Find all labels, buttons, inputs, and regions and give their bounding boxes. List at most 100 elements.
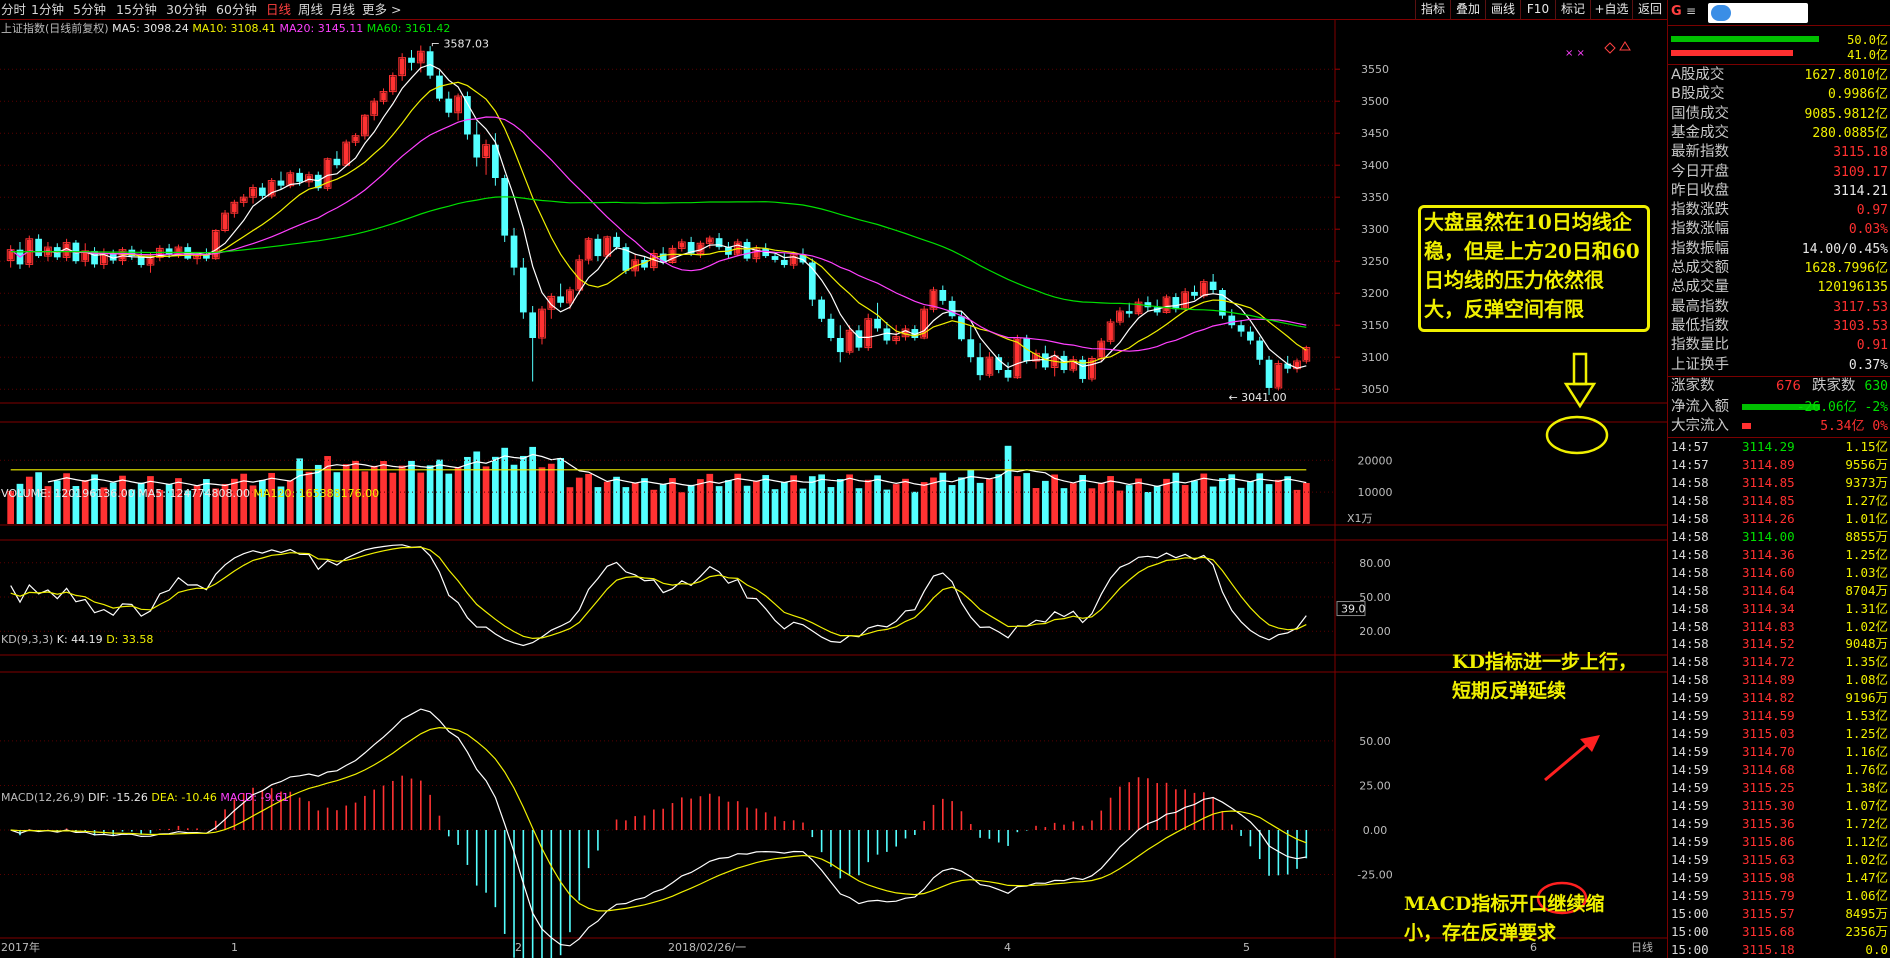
tab-daily[interactable]: 日线: [266, 2, 292, 17]
candle-body: [967, 339, 975, 358]
candle-fill: [1070, 360, 1076, 369]
mark-button[interactable]: 标记: [1555, 0, 1590, 20]
tick-row: 14:59 3115.25 1.38亿: [1668, 779, 1890, 797]
candle-fill: [101, 254, 107, 264]
candle-body: [668, 247, 677, 263]
volume-bar: [305, 471, 313, 524]
buy-level: 50.0亿: [1847, 33, 1888, 47]
tick-volume: 1.01亿: [1845, 510, 1888, 526]
volume-bar: [510, 464, 518, 524]
candle-body: [1069, 359, 1078, 371]
volume-bar: [1125, 485, 1133, 524]
tick-time: 14:59: [1671, 869, 1709, 885]
buy-sell-bars: 50.0亿 41.0亿: [1668, 30, 1890, 62]
chart-canvas[interactable]: 3550 3500 3450 3400 3350 3300 3250 3200 3150 3100…: [0, 20, 1667, 958]
tick-volume: 1.72亿: [1845, 815, 1888, 831]
candle-body: [464, 96, 471, 135]
volume-bar: [1256, 473, 1264, 524]
overlay-button[interactable]: 叠加: [1450, 0, 1485, 20]
candle-body: [789, 254, 798, 266]
candle-body: [165, 248, 173, 255]
draw-line-button[interactable]: 画线: [1485, 0, 1520, 20]
stat-value: 0.37%: [1848, 357, 1888, 373]
candle-body: [771, 256, 779, 260]
net-inflow-value: -26.06亿 -2%: [1796, 400, 1888, 415]
tick-time: 14:59: [1671, 833, 1709, 849]
volume-bar: [72, 486, 80, 524]
volume-bar: [361, 471, 369, 524]
volume-bar: [874, 475, 881, 524]
tick-time: 14:59: [1671, 887, 1709, 903]
tick-row: 14:58 3114.83 1.02亿: [1668, 618, 1890, 636]
stat-value: 3103.53: [1833, 318, 1888, 334]
tab-15min[interactable]: 15分钟: [116, 2, 157, 17]
tick-volume: 9048万: [1845, 636, 1888, 652]
low-price-label: ← 3041.00: [1228, 391, 1286, 404]
upload-button[interactable]: [1708, 3, 1808, 23]
tab-fenshi[interactable]: 分时: [1, 2, 27, 17]
volume-bar: [1004, 445, 1012, 524]
add-watchlist-button[interactable]: +自选: [1590, 0, 1632, 20]
volume-bar: [156, 489, 164, 524]
tick-row: 14:58 3114.34 1.31亿: [1668, 600, 1890, 618]
stat-value: 3109.17: [1833, 164, 1888, 180]
candle-body: [1191, 291, 1198, 296]
volume-bar: [1302, 483, 1310, 524]
volume-bar: [426, 465, 434, 524]
marker-x: × ×: [1565, 48, 1585, 59]
diamond-icon: [1604, 42, 1616, 54]
volume-bar: [976, 482, 984, 524]
macd-annotation-text: MACD指标开口继续缩 小，存在反弹要求: [1404, 893, 1605, 944]
tick-price: 3114.83: [1742, 618, 1795, 634]
candle-body: [827, 318, 835, 338]
tick-price: 3114.60: [1742, 564, 1795, 580]
tick-time: 14:59: [1671, 726, 1709, 742]
candle-body: [408, 57, 415, 63]
candle-fill: [194, 255, 200, 258]
tab-1min[interactable]: 1分钟: [31, 2, 64, 17]
stat-row: 昨日收盘 3114.21: [1668, 182, 1890, 201]
net-inflow-bar: [1742, 404, 1820, 410]
menu-icon[interactable]: ≡: [1686, 4, 1697, 18]
tick-volume: 0.0: [1865, 941, 1888, 957]
tab-monthly[interactable]: 月线: [330, 2, 356, 17]
tick-row: 14:57 3114.89 9556万: [1668, 456, 1890, 474]
tick-price: 3114.34: [1742, 600, 1795, 616]
candle-fill: [567, 291, 573, 302]
tick-time: 15:00: [1671, 905, 1709, 921]
d-readout: D: 33.58: [106, 633, 154, 646]
candle-body: [958, 316, 965, 340]
indicator-button[interactable]: 指标: [1415, 0, 1450, 20]
volume-bar: [44, 486, 52, 524]
candle-fill: [1201, 282, 1207, 295]
candle-fill: [381, 92, 386, 101]
volume-ma5-line: [47, 453, 1307, 488]
volume-bar: [147, 476, 154, 524]
tick-row: 14:59 3115.36 1.72亿: [1668, 815, 1890, 833]
tab-60min[interactable]: 60分钟: [216, 2, 257, 17]
tab-30min[interactable]: 30分钟: [166, 2, 207, 17]
tick-price: 3114.29: [1742, 439, 1795, 454]
tab-weekly[interactable]: 周线: [298, 2, 324, 17]
tick-time: 14:59: [1671, 744, 1709, 760]
candle-fill: [1276, 364, 1281, 387]
candle-body: [230, 201, 239, 214]
stat-row: B股成交 0.9986亿: [1668, 85, 1890, 104]
volume-bar: [193, 485, 201, 524]
tab-5min[interactable]: 5分钟: [73, 2, 106, 17]
back-button[interactable]: 返回: [1632, 0, 1667, 20]
price-tick-label: 3300: [1361, 223, 1389, 236]
volume-bar: [249, 485, 257, 524]
stat-label: 最新指数: [1671, 144, 1729, 161]
candle-body: [221, 212, 229, 231]
candle-body: [239, 196, 248, 203]
tick-row: 14:58 3114.64 8704万: [1668, 582, 1890, 600]
volume-bar: [1079, 475, 1086, 524]
kd-header: KD(9,3,3) K: 44.19 D: 33.58: [1, 633, 153, 647]
candle-body: [445, 98, 453, 113]
f10-button[interactable]: F10: [1520, 0, 1555, 20]
tab-more[interactable]: 更多 >: [362, 2, 402, 17]
candle-body: [296, 172, 303, 182]
volume-bar: [650, 489, 658, 524]
tick-price: 3114.59: [1742, 708, 1795, 724]
